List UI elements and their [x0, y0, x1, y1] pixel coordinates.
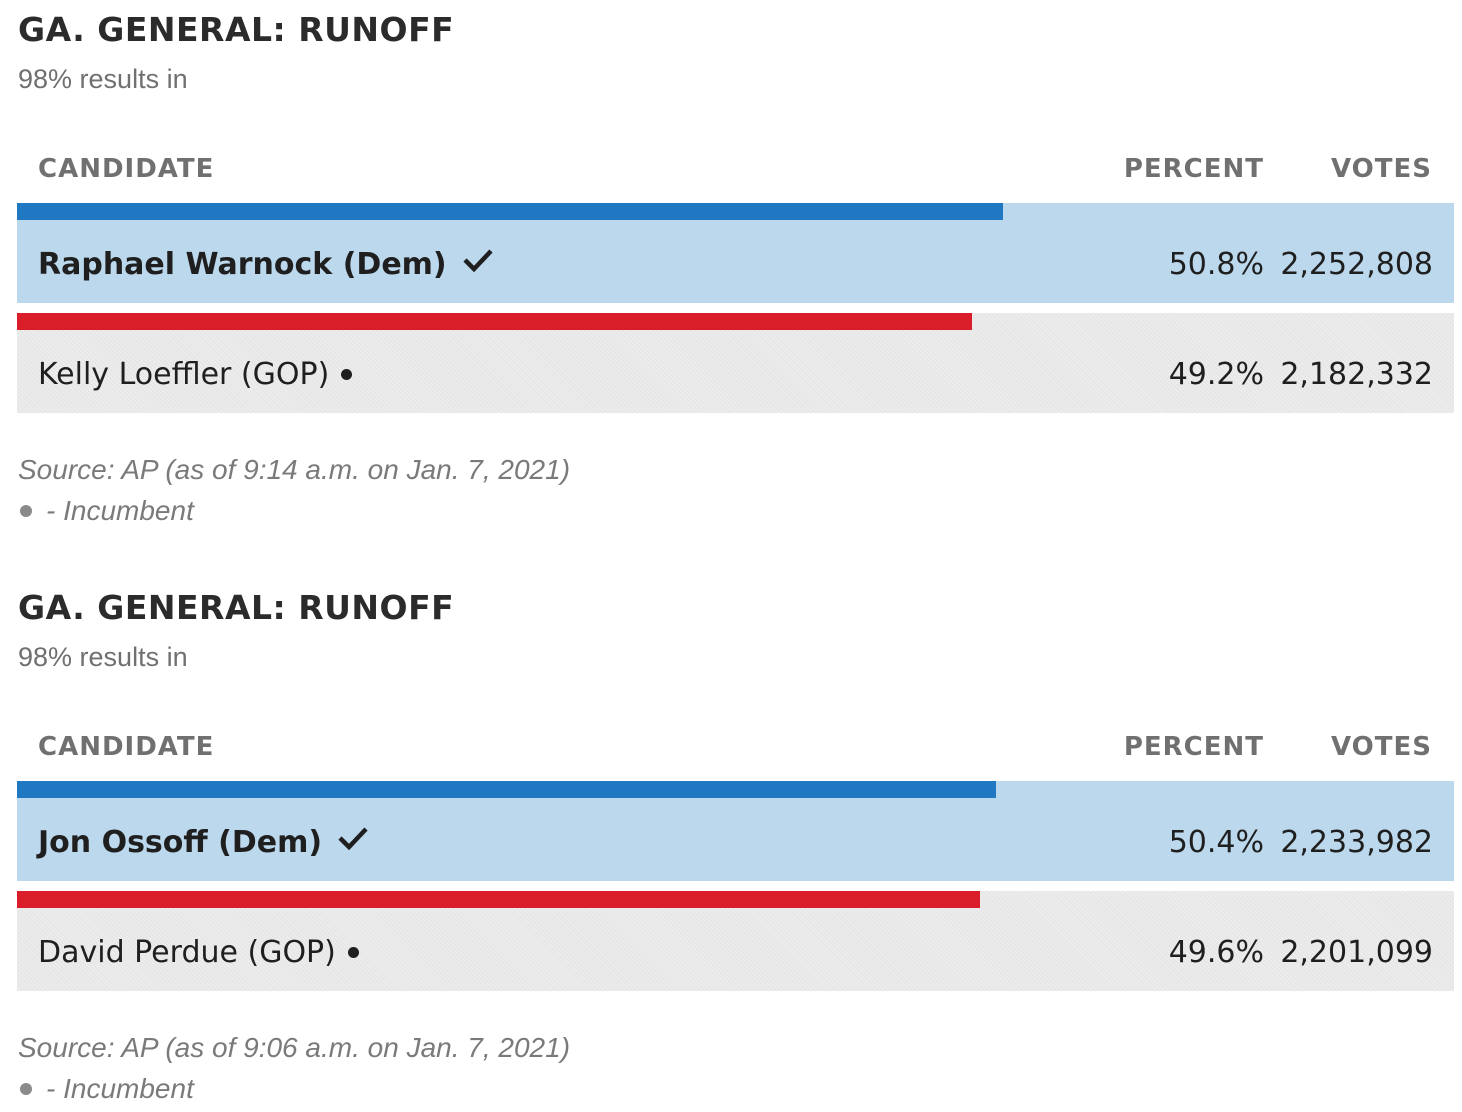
incumbent-bullet-icon — [347, 947, 359, 958]
vote-share-bar — [17, 203, 1003, 220]
candidate-name-cell: David Perdue (GOP) — [38, 935, 359, 970]
candidate-percent: 50.4% — [1168, 825, 1264, 860]
column-header-votes: VOTES — [1331, 154, 1432, 184]
candidate-votes: 2,182,332 — [1280, 357, 1433, 392]
results-reporting: 98% results in — [18, 642, 188, 672]
incumbent-legend: - Incumbent — [18, 495, 194, 527]
candidate-votes: 2,201,099 — [1280, 935, 1433, 970]
race-card-senate-warnock-loeffler: GA. GENERAL: RUNOFF 98% results in CANDI… — [17, 10, 1454, 527]
winner-check-icon — [463, 249, 493, 272]
column-header-candidate: CANDIDATE — [38, 154, 215, 184]
results-reporting: 98% results in — [18, 64, 188, 94]
candidate-percent: 49.2% — [1168, 357, 1264, 392]
candidate-votes: 2,233,982 — [1280, 825, 1433, 860]
bullet-icon — [20, 504, 32, 517]
candidate-row: Kelly Loeffler (GOP) 49.2% 2,182,332 — [17, 313, 1454, 413]
incumbent-legend-label: - Incumbent — [46, 1073, 194, 1104]
vote-share-bar — [17, 313, 972, 330]
race-title: GA. GENERAL: RUNOFF — [18, 588, 455, 627]
candidate-name: Kelly Loeffler (GOP) — [38, 357, 330, 392]
column-header-votes: VOTES — [1331, 732, 1432, 762]
candidate-name: David Perdue (GOP) — [38, 935, 336, 970]
race-title: GA. GENERAL: RUNOFF — [18, 10, 455, 49]
incumbent-legend-label: - Incumbent — [46, 495, 194, 526]
candidate-row: David Perdue (GOP) 49.6% 2,201,099 — [17, 891, 1454, 991]
vote-share-bar — [17, 891, 980, 908]
candidate-votes: 2,252,808 — [1280, 247, 1433, 282]
race-card-senate-ossoff-perdue: GA. GENERAL: RUNOFF 98% results in CANDI… — [0, 578, 1462, 1112]
candidate-name-cell: Kelly Loeffler (GOP) — [38, 357, 353, 392]
winner-check-icon — [338, 827, 368, 850]
source-note: Source: AP (as of 9:06 a.m. on Jan. 7, 2… — [18, 1032, 571, 1063]
vote-share-bar — [17, 781, 996, 798]
column-header-candidate: CANDIDATE — [38, 732, 215, 762]
column-header-percent: PERCENT — [1123, 154, 1264, 184]
candidate-name-cell: Raphael Warnock (Dem) — [38, 247, 493, 282]
incumbent-bullet-icon — [341, 369, 353, 380]
column-header-percent: PERCENT — [1123, 732, 1264, 762]
candidate-name-cell: Jon Ossoff (Dem) — [38, 825, 368, 860]
candidate-name: Jon Ossoff (Dem) — [38, 825, 323, 860]
source-note: Source: AP (as of 9:14 a.m. on Jan. 7, 2… — [18, 454, 571, 485]
candidate-row: Jon Ossoff (Dem) 50.4% 2,233,982 — [17, 781, 1454, 881]
candidate-row: Raphael Warnock (Dem) 50.8% 2,252,808 — [17, 203, 1454, 303]
incumbent-legend: - Incumbent — [18, 1073, 194, 1105]
candidate-name: Raphael Warnock (Dem) — [38, 247, 447, 282]
bullet-icon — [20, 1082, 32, 1095]
candidate-percent: 50.8% — [1168, 247, 1264, 282]
candidate-percent: 49.6% — [1168, 935, 1264, 970]
